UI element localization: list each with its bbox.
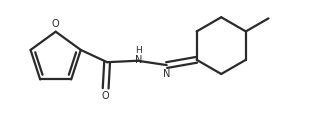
Text: N: N (135, 55, 143, 65)
Text: O: O (52, 19, 60, 29)
Text: N: N (163, 69, 170, 79)
Text: H: H (135, 46, 142, 55)
Text: O: O (102, 91, 110, 101)
